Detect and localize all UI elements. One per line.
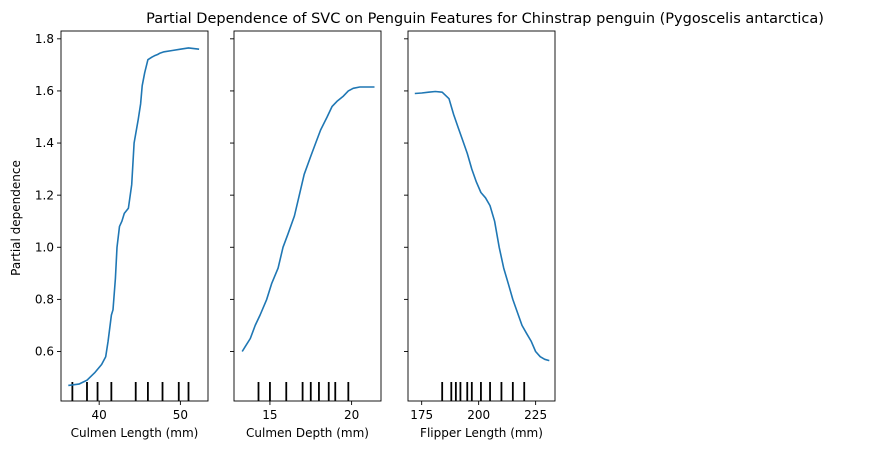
series-line — [414, 90, 550, 362]
panel-1: 0.6 0.8 1.0 1.2 1.4 1.6 1.8 40 50 Culmen Length (… — [35, 30, 209, 440]
x-tick-label: 40 — [92, 408, 107, 422]
axes-frame — [233, 30, 382, 402]
y-axis-label: Partial dependence — [9, 160, 23, 276]
x-tick-label: 200 — [467, 408, 490, 422]
y-tick-label: 0.8 — [35, 293, 54, 307]
x-tick-label: 20 — [344, 408, 359, 422]
x-tick-label: 50 — [173, 408, 188, 422]
x-axis-label: Culmen Length (mm) — [71, 426, 199, 440]
x-tick-label: 175 — [410, 408, 433, 422]
x-axis-label: Culmen Depth (mm) — [246, 426, 369, 440]
y-tick-label: 1.6 — [35, 84, 54, 98]
y-tick-label: 0.6 — [35, 345, 54, 359]
series-line — [241, 86, 375, 352]
x-tick-label: 225 — [524, 408, 547, 422]
y-tick-label: 1.8 — [35, 32, 54, 46]
plot-panels: 0.6 0.8 1.0 1.2 1.4 1.6 1.8 40 50 Culmen Length (… — [35, 30, 556, 440]
chart-title: Partial Dependence of SVC on Penguin Fea… — [146, 11, 824, 27]
x-axis-label: Flipper Length (mm) — [420, 426, 543, 440]
panel-3: 175 200 225 Flipper Length (mm) — [404, 30, 556, 440]
panel-2: 15 20 Culmen Depth (mm) — [230, 30, 382, 440]
y-tick-label: 1.4 — [35, 136, 54, 150]
y-tick-label: 1.0 — [35, 240, 54, 254]
y-tick-label: 1.2 — [35, 188, 54, 202]
axes-frame — [60, 30, 209, 402]
axes-frame — [407, 30, 556, 402]
series-line — [68, 47, 200, 387]
x-tick-label: 15 — [262, 408, 277, 422]
